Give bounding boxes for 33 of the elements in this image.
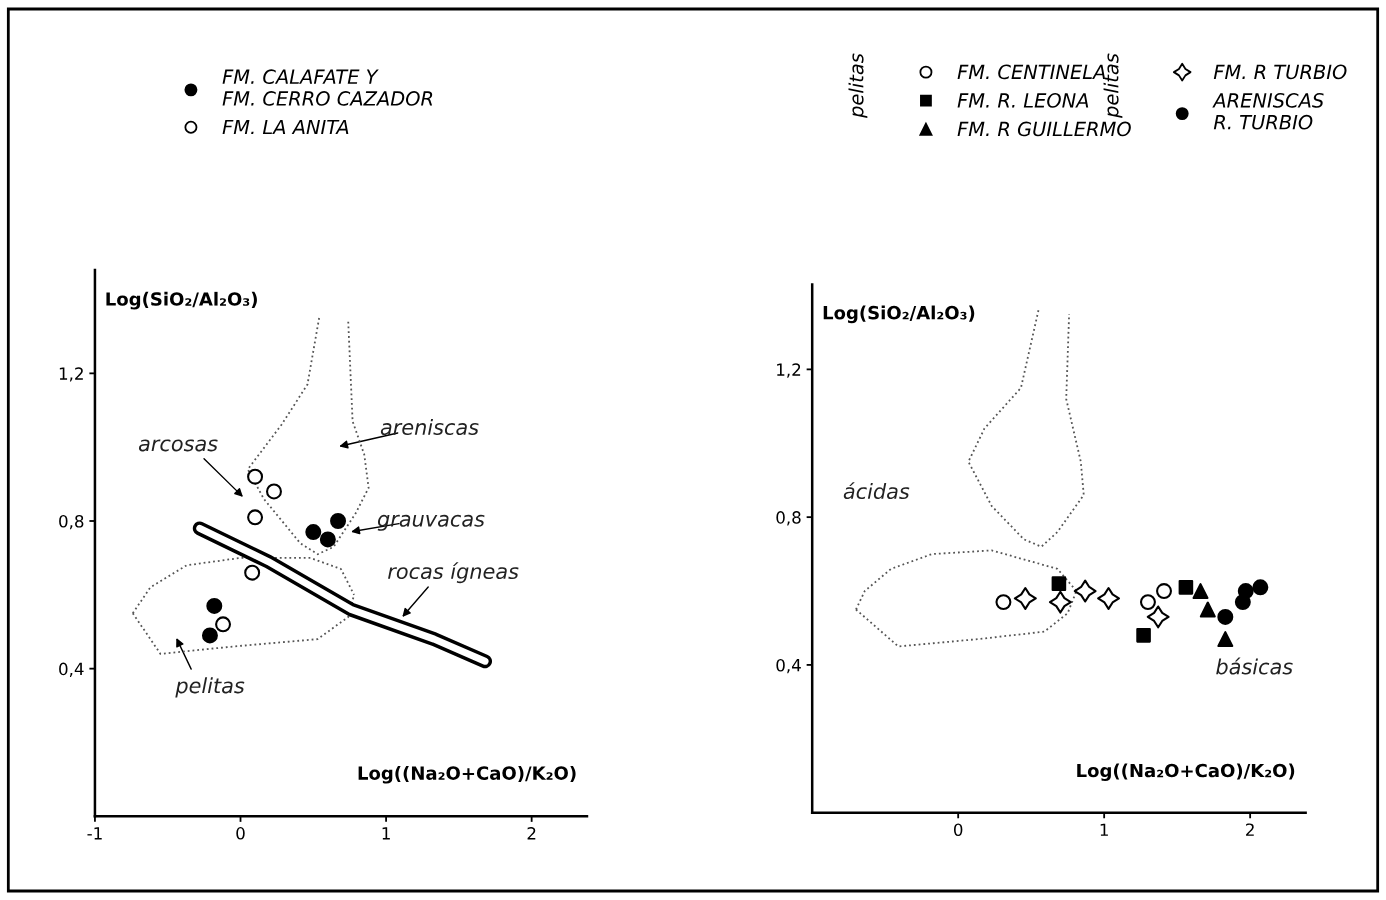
annotation: grauvacas [377,514,485,531]
y-tick-label: 0,8 [776,511,801,526]
y-tick-label: 1,2 [59,367,83,382]
y-axis-title: Log(SiO₂/Al₂O₃) [106,291,257,310]
annotation: básicas [1216,657,1293,675]
x-tick-label: 0 [953,823,963,837]
annotation: ácidas [843,482,910,500]
y-tick-label: 0,8 [59,514,84,530]
x-tick-label: 0 [236,827,245,840]
x-axis-title: Log((Na₂O+CaO)/K₂O) [1077,763,1295,781]
annotation: areniscas [380,418,479,436]
legend-label: FM. R. LEONA [957,93,1089,108]
legend-label: FM. LA ANITA [222,119,349,135]
annotation: rocas ígneas [388,562,519,584]
annotation: pelitas [175,677,245,698]
x-tick-label: 1 [1100,823,1108,836]
y-tick-label: 0,4 [59,662,84,677]
legend-label: FM. R TURBIO [1213,64,1347,80]
legend-label: FM. CENTINELA [957,64,1106,80]
text: pelitas [848,53,868,118]
legend-label: FM. CALAFATE Y FM. CERRO CAZADOR [222,69,433,106]
legend-label: ARENISCAS R. TURBIO [1212,93,1324,130]
x-tick-label: 2 [527,827,536,840]
annotation: arcosas [138,439,218,452]
y-tick-label: 1,2 [777,363,801,378]
legend-label: FM. R GUILLERMO [957,121,1131,137]
x-tick-label: 2 [1246,823,1254,836]
x-axis-title: Log((Na₂O+CaO)/K₂O) [358,765,576,784]
x-tick-label: -1 [87,827,102,840]
y-tick-label: 0,4 [776,658,801,674]
text: pelitas [1103,53,1123,118]
y-axis-title: Log(SiO₂/Al₂O₃) [823,305,975,324]
x-tick-label: 1 [382,827,390,840]
